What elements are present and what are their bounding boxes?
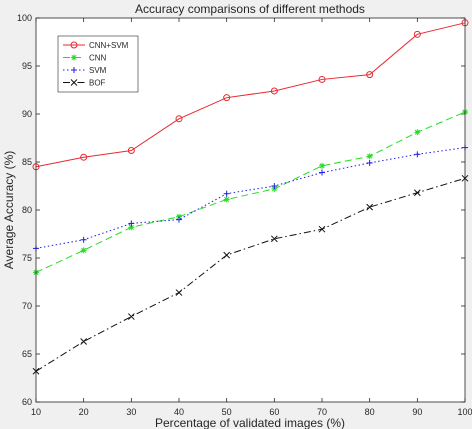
series-line-cnn-svm [35,22,466,168]
plot-frame [35,17,466,403]
series-layer [32,19,469,375]
x-tick-label: 60 [269,407,279,417]
y-tick-label: 80 [22,205,32,215]
y-tick-label: 70 [22,301,32,311]
data-point-cnn-svm [270,87,278,95]
data-point-cnn [414,129,421,136]
series-line-bof [35,177,466,372]
data-point-cnn-svm [318,75,326,83]
x-tick-label: 80 [365,407,375,417]
data-point-svm [223,190,230,197]
x-tick-label: 10 [31,407,41,417]
data-point-svm [414,151,421,158]
chart-title: Accuracy comparisons of different method… [135,2,365,16]
y-tick-label: 60 [22,397,32,407]
y-tick-label: 95 [22,61,32,71]
data-point-bof [127,313,135,320]
data-point-cnn [223,196,230,203]
y-tick-label: 90 [22,109,32,119]
x-tick-label: 40 [174,407,184,417]
legend: CNN+SVM CNN SVM BOF [57,35,139,93]
data-point-cnn [366,153,373,160]
data-point-svm [366,159,373,166]
x-tick-label: 90 [412,407,422,417]
legend-marker [71,54,77,61]
data-point-bof [270,235,278,243]
x-tick-label: 100 [457,407,472,417]
data-point-cnn-svm [223,94,231,102]
y-tick-label: 100 [17,13,32,23]
axis-ticks: 10 20 30 40 50 60 70 80 90 100 60 65 70 75 80 85 90 95 100 [17,13,472,417]
legend-entry-svm: SVM [63,66,107,75]
data-point-svm [271,183,278,189]
y-tick-label: 85 [22,157,32,167]
legend-marker [71,67,77,73]
data-point-bof [80,338,88,345]
x-tick-label: 70 [317,407,327,417]
data-point-bof [175,289,183,296]
legend-entry-cnn-svm: CNN+SVM [63,41,129,50]
x-tick-label: 20 [79,407,89,417]
data-point-cnn-svm [80,153,88,161]
data-point-cnn-svm [175,115,183,123]
x-tick-label: 30 [126,407,136,417]
legend-label: CNN+SVM [89,41,129,50]
series-line-svm [35,147,466,249]
data-point-svm [80,236,87,243]
legend-marker [70,41,78,49]
x-tick-label: 50 [222,407,232,417]
legend-label: CNN [89,54,107,63]
data-point-bof [318,225,326,233]
data-point-svm [128,220,135,227]
data-point-bof [413,189,421,197]
legend-label: BOF [89,79,106,88]
x-axis-label: Percentage of validated images (%) [155,416,345,429]
legend-label: SVM [89,66,107,75]
series-line-cnn [35,111,466,273]
data-point-cnn [80,247,87,254]
data-point-svm [176,216,182,223]
data-point-svm [319,169,325,176]
data-point-bof [366,203,374,211]
legend-entry-bof: BOF [63,79,106,88]
legend-entry-cnn: CNN [63,54,107,63]
data-point-cnn-svm [366,71,374,79]
data-point-bof [223,251,231,259]
y-axis-label: Average Accuracy (%) [2,151,16,270]
y-tick-label: 75 [22,253,32,263]
y-tick-label: 65 [22,349,32,359]
legend-marker [70,79,78,86]
data-point-cnn-svm [127,146,135,154]
data-point-cnn [319,162,325,169]
data-point-cnn-svm [413,30,421,38]
